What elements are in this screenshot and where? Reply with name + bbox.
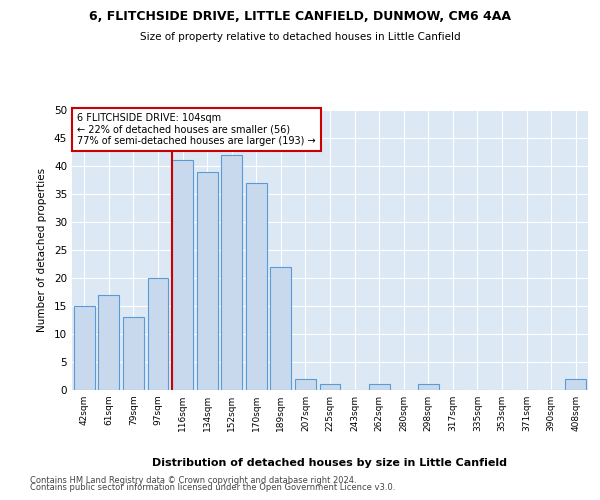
Bar (271, 267, 292, 390)
Bar (246, 183, 267, 390)
Bar (74, 306, 95, 390)
Bar (368, 384, 389, 390)
Bar (320, 384, 340, 390)
Text: Contains HM Land Registry data © Crown copyright and database right 2024.: Contains HM Land Registry data © Crown c… (30, 476, 356, 485)
Bar (565, 379, 586, 390)
Y-axis label: Number of detached properties: Number of detached properties (37, 168, 47, 332)
Text: Distribution of detached houses by size in Little Canfield: Distribution of detached houses by size … (152, 458, 508, 468)
Bar (197, 172, 218, 390)
Bar (418, 384, 439, 390)
Text: 6 FLITCHSIDE DRIVE: 104sqm
← 22% of detached houses are smaller (56)
77% of semi: 6 FLITCHSIDE DRIVE: 104sqm ← 22% of deta… (77, 113, 316, 146)
Bar (221, 155, 242, 390)
Bar (98, 295, 119, 390)
Text: Size of property relative to detached houses in Little Canfield: Size of property relative to detached ho… (140, 32, 460, 42)
Bar (295, 379, 316, 390)
Bar (148, 278, 169, 390)
Bar (123, 317, 144, 390)
Text: 6, FLITCHSIDE DRIVE, LITTLE CANFIELD, DUNMOW, CM6 4AA: 6, FLITCHSIDE DRIVE, LITTLE CANFIELD, DU… (89, 10, 511, 23)
Text: Contains public sector information licensed under the Open Government Licence v3: Contains public sector information licen… (30, 484, 395, 492)
Bar (172, 160, 193, 390)
